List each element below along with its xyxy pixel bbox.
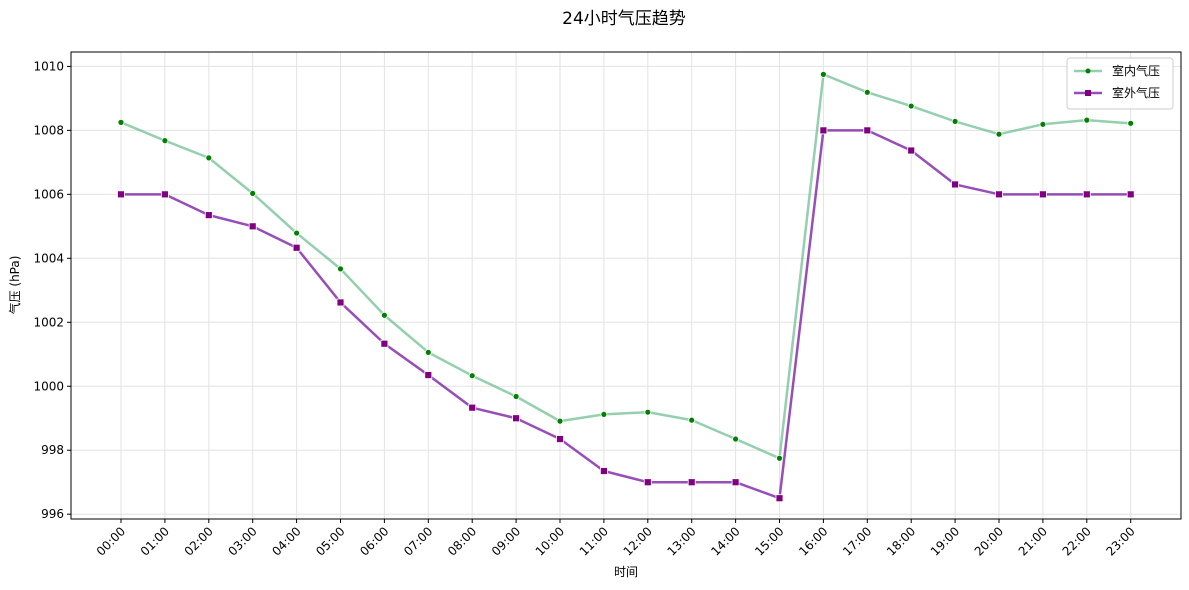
- data-point: [907, 102, 915, 110]
- x-tick-label: 16:00: [796, 524, 830, 558]
- y-tick-label: 998: [41, 443, 64, 457]
- data-point: [512, 414, 520, 423]
- x-tick-label: 11:00: [577, 524, 611, 558]
- x-tick-label: 12:00: [621, 524, 655, 558]
- x-tick-label: 17:00: [840, 524, 874, 558]
- data-point: [293, 229, 301, 237]
- legend-label-indoor: 室内气压: [1112, 63, 1160, 78]
- data-point: [644, 408, 652, 416]
- x-tick-label: 07:00: [401, 524, 435, 558]
- data-point: [600, 467, 608, 475]
- data-point: [1127, 119, 1135, 127]
- data-point: [117, 190, 125, 199]
- chart-title: 24小时气压趋势: [562, 9, 686, 29]
- data-point: [337, 265, 344, 273]
- data-point: [249, 189, 257, 197]
- x-tick-label: 20:00: [972, 524, 1006, 558]
- data-point: [687, 478, 696, 487]
- data-point: [512, 393, 520, 400]
- series-indoor: [117, 70, 1135, 462]
- series-layer: [117, 70, 1135, 503]
- x-tick-label: 03:00: [225, 524, 259, 558]
- x-axis-ticks: 00:00 01:00 02:00 03:00 04:00 05:00 06:00 07:00…: [94, 519, 1138, 559]
- series-line: [120, 73, 1131, 460]
- x-tick-label: 02:00: [182, 524, 216, 558]
- data-point: [380, 339, 389, 348]
- data-point: [117, 118, 125, 126]
- data-point: [556, 435, 564, 443]
- data-point: [556, 417, 564, 425]
- data-point: [951, 118, 959, 125]
- data-point: [907, 146, 916, 155]
- x-tick-label: 10:00: [533, 524, 567, 558]
- data-point: [1126, 190, 1135, 199]
- y-tick-label: 1002: [33, 315, 64, 329]
- y-tick-label: 1004: [33, 251, 64, 265]
- data-point: [600, 411, 608, 418]
- data-point: [1083, 116, 1091, 124]
- data-point: [160, 190, 169, 199]
- data-point: [468, 372, 476, 380]
- series-line: [121, 129, 1131, 500]
- x-tick-label: 14:00: [708, 524, 742, 558]
- x-tick-label: 00:00: [94, 524, 128, 558]
- data-point: [863, 126, 872, 135]
- data-point: [424, 348, 432, 356]
- y-tick-label: 1006: [33, 187, 64, 201]
- data-point: [995, 130, 1003, 138]
- data-point: [951, 180, 959, 189]
- x-tick-label: 15:00: [752, 524, 786, 558]
- data-point: [819, 126, 828, 135]
- data-point: [643, 478, 652, 487]
- data-point: [468, 403, 477, 412]
- data-point: [336, 298, 345, 307]
- data-point: [1039, 190, 1047, 199]
- y-axis-ticks: 996 998 1000 1002 1004 1006 1008 1010: [33, 59, 71, 521]
- x-tick-label: 19:00: [928, 524, 962, 558]
- legend-marker-indoor: [1085, 68, 1091, 74]
- x-tick-label: 05:00: [313, 524, 347, 558]
- x-tick-label: 04:00: [269, 524, 303, 558]
- data-point: [248, 222, 257, 231]
- data-point: [161, 137, 169, 145]
- data-point: [820, 70, 827, 78]
- x-tick-label: 13:00: [664, 524, 698, 558]
- x-tick-label: 18:00: [884, 524, 918, 558]
- data-point: [1039, 120, 1047, 128]
- x-tick-label: 23:00: [1103, 524, 1137, 558]
- legend-marker-outdoor: [1085, 90, 1091, 96]
- legend-label-outdoor: 室外气压: [1112, 85, 1160, 100]
- plot-frame: [70, 51, 1182, 520]
- y-axis-label: 气压 (hPa): [7, 256, 22, 315]
- data-point: [732, 435, 739, 443]
- legend: 室内气压 室外气压: [1066, 57, 1174, 110]
- grid-lines: [71, 52, 1181, 519]
- data-point: [731, 478, 740, 487]
- data-point: [424, 371, 433, 379]
- data-point: [775, 494, 784, 503]
- y-tick-label: 1008: [33, 123, 64, 137]
- x-tick-label: 22:00: [1060, 524, 1094, 558]
- data-point: [292, 243, 301, 252]
- series-outdoor: [117, 126, 1135, 503]
- data-point: [776, 454, 783, 462]
- data-point: [205, 154, 213, 162]
- x-tick-label: 21:00: [1016, 524, 1050, 558]
- data-point: [1082, 190, 1091, 199]
- data-point: [380, 311, 388, 319]
- y-tick-label: 996: [41, 507, 64, 521]
- data-point: [995, 190, 1003, 199]
- x-tick-label: 06:00: [357, 524, 391, 558]
- data-point: [863, 88, 871, 96]
- x-axis-label: 时间: [614, 565, 638, 579]
- data-point: [204, 211, 213, 220]
- x-tick-label: 08:00: [445, 524, 479, 558]
- x-tick-label: 01:00: [138, 524, 172, 558]
- y-tick-label: 1000: [33, 379, 64, 393]
- data-point: [688, 416, 696, 424]
- x-tick-label: 09:00: [489, 524, 523, 558]
- y-tick-label: 1010: [33, 59, 64, 73]
